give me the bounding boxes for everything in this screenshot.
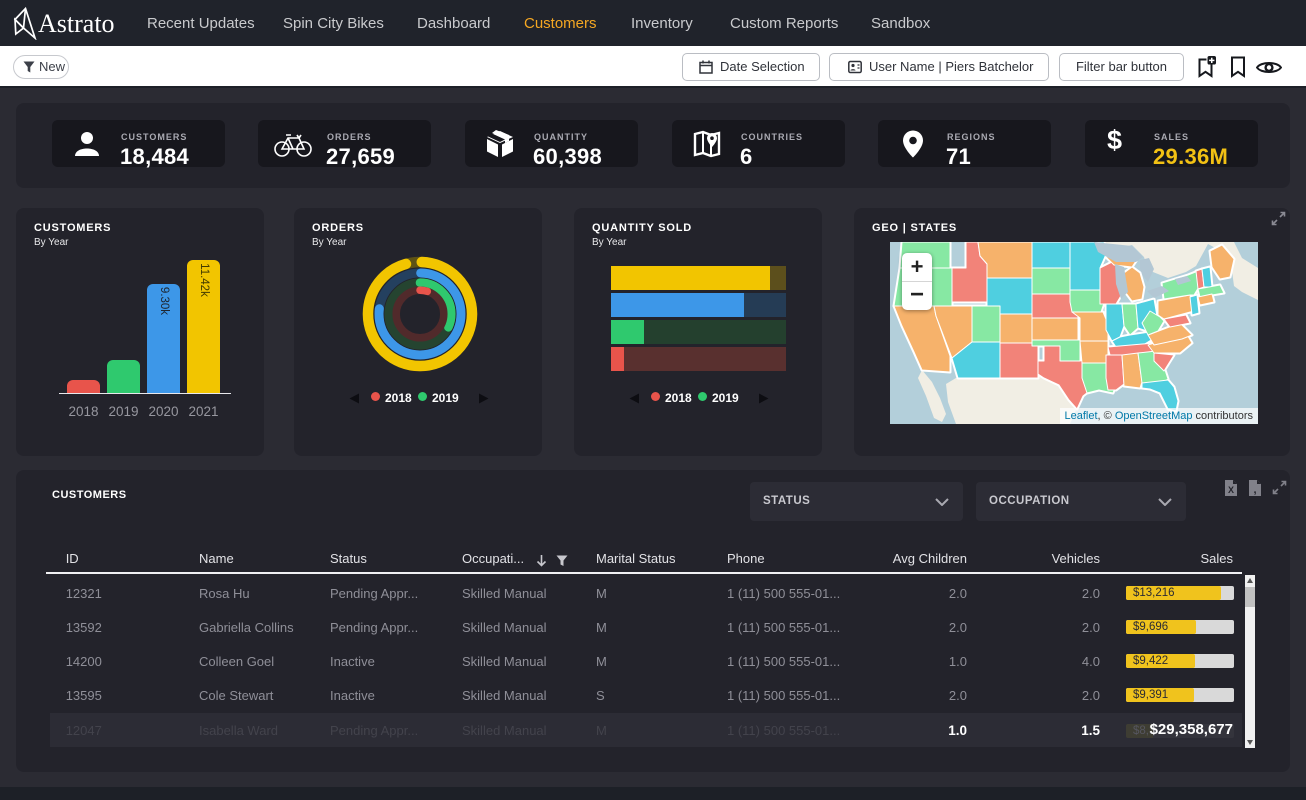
svg-text:X: X — [1228, 485, 1234, 495]
svg-text:,: , — [1253, 484, 1256, 496]
